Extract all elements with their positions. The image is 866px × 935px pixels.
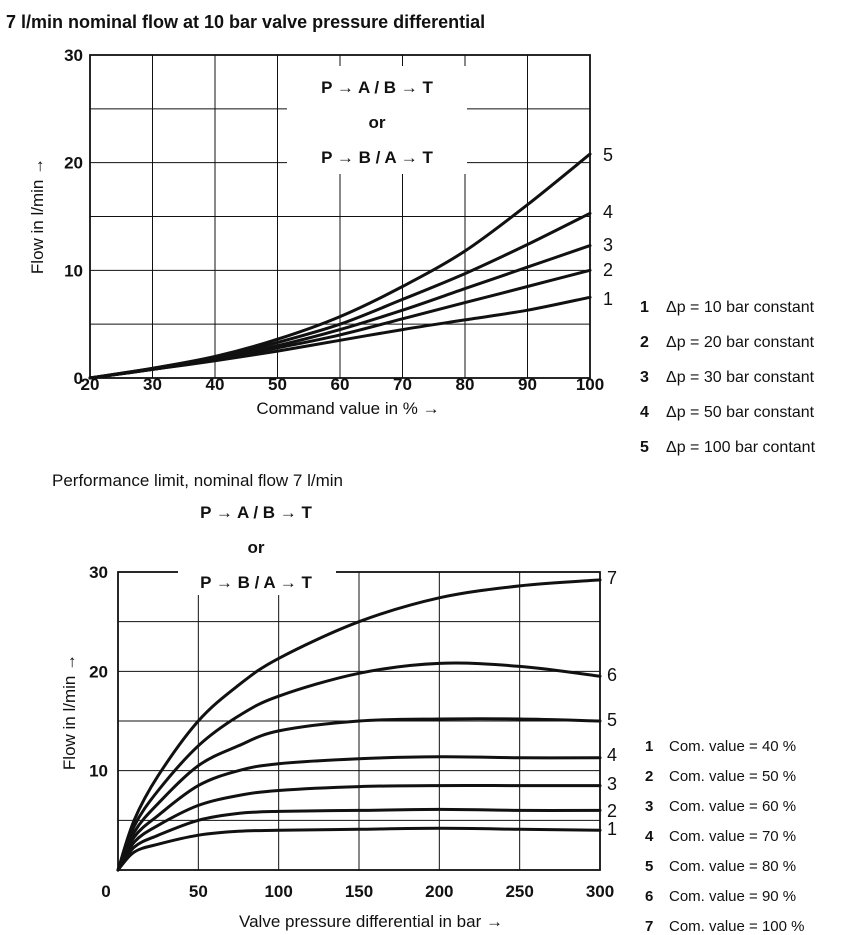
chart2-title: Performance limit, nominal flow 7 l/min bbox=[52, 471, 343, 490]
chart1-legend-item-2-label: Δp = 20 bar constant bbox=[666, 334, 815, 351]
chart2-series-6-end-label: 6 bbox=[607, 665, 617, 685]
chart2-series-1-line bbox=[116, 826, 602, 872]
chart2-legend-item-5-number: 5 bbox=[645, 858, 653, 875]
chart2-y-tick-label: 10 bbox=[89, 762, 108, 781]
chart2-x-tick-label: 0 bbox=[101, 882, 110, 901]
chart2-legend: 1 Com. value = 40 % 2 Com. value = 50 % 3 Com… bbox=[645, 738, 805, 935]
chart1-title: 7 l/min nominal flow at 10 bar valve pre… bbox=[6, 12, 485, 32]
chart2-series-4-line bbox=[116, 755, 602, 872]
chart2-series-6-line bbox=[116, 661, 602, 872]
chart1-series-5-end-label: 5 bbox=[603, 145, 613, 165]
chart2-annotation-line3: P → B / A → T bbox=[200, 573, 312, 592]
chart2-legend-item-3-number: 3 bbox=[645, 798, 653, 815]
chart2-legend-item-6-label: Com. value = 90 % bbox=[669, 888, 796, 905]
chart2-series-4-end-label: 4 bbox=[607, 745, 617, 765]
chart1-annotation-line3: P → B / A → T bbox=[321, 148, 433, 167]
chart1-series-lines bbox=[88, 152, 592, 380]
chart1-x-tick-label: 30 bbox=[143, 375, 162, 394]
chart1-legend-item-4-label: Δp = 50 bar constant bbox=[666, 404, 815, 421]
chart1-x-axis-label: Command value in % → bbox=[256, 399, 439, 418]
chart1-legend-item-5-label: Δp = 100 bar contant bbox=[666, 439, 816, 456]
chart1-series-3-end-label: 3 bbox=[603, 235, 613, 255]
chart2-y-tick-labels: 10 20 30 bbox=[89, 563, 108, 781]
chart1-plot-frame bbox=[89, 54, 591, 379]
chart2-legend-item-2-label: Com. value = 50 % bbox=[669, 768, 796, 785]
chart2-y-tick-label: 30 bbox=[89, 563, 108, 582]
chart1-x-tick-label: 40 bbox=[206, 375, 225, 394]
chart2-legend-item-1-number: 1 bbox=[645, 738, 653, 755]
chart1-legend-item-1-label: Δp = 10 bar constant bbox=[666, 299, 815, 316]
chart2-legend-item-4-label: Com. value = 70 % bbox=[669, 828, 796, 845]
chart2-x-tick-label: 300 bbox=[586, 882, 614, 901]
chart2-x-tick-label: 200 bbox=[425, 882, 453, 901]
chart2-legend-item-4-number: 4 bbox=[645, 828, 654, 845]
chart1-x-tick-label: 50 bbox=[268, 375, 287, 394]
chart1-legend-item-3-label: Δp = 30 bar constant bbox=[666, 369, 815, 386]
chart1-x-tick-label: 90 bbox=[518, 375, 537, 394]
chart1-x-tick-label: 60 bbox=[331, 375, 350, 394]
chart1-x-tick-label: 20 bbox=[81, 375, 100, 394]
chart1-legend-item-2-number: 2 bbox=[640, 334, 649, 351]
chart1-series-5-line bbox=[88, 152, 592, 380]
chart1-x-tick-label: 100 bbox=[576, 375, 604, 394]
chart2-series-5-end-label: 5 bbox=[607, 710, 617, 730]
chart2-series-1-end-label: 1 bbox=[607, 819, 617, 839]
chart1-legend: 1 Δp = 10 bar constant 2 Δp = 20 bar consta… bbox=[640, 299, 816, 456]
chart2-annotation-line2: or bbox=[248, 538, 265, 557]
chart2-series-3-end-label: 3 bbox=[607, 774, 617, 794]
chart1-legend-item-1-number: 1 bbox=[640, 299, 649, 316]
chart2-legend-item-2-number: 2 bbox=[645, 768, 653, 785]
chart1-series-1-end-label: 1 bbox=[603, 289, 613, 309]
chart1-annotation-line2: or bbox=[369, 113, 386, 132]
chart2-series-end-labels: 12 3 4 5 6 7 bbox=[607, 568, 617, 839]
chart1-y-axis-label: Flow in l/min → bbox=[28, 158, 47, 274]
chart2-legend-item-7-label: Com. value = 100 % bbox=[669, 918, 805, 935]
chart2-x-tick-label: 100 bbox=[264, 882, 292, 901]
chart1-y-tick-label: 20 bbox=[64, 154, 83, 173]
chart1-series-4-end-label: 4 bbox=[603, 202, 613, 222]
chart1-x-tick-label: 70 bbox=[393, 375, 412, 394]
chart1-legend-item-5-number: 5 bbox=[640, 439, 649, 456]
chart1-y-tick-label: 0 bbox=[74, 369, 83, 388]
chart1-x-tick-labels: 20 30 40 50 60 70 80 90 100 bbox=[81, 375, 605, 394]
chart2-legend-item-6-number: 6 bbox=[645, 888, 653, 905]
chart2-x-tick-label: 250 bbox=[505, 882, 533, 901]
chart2-series-7-line bbox=[116, 578, 602, 872]
chart2-annotation-box bbox=[178, 565, 336, 595]
chart2-legend-item-7-number: 7 bbox=[645, 918, 653, 935]
chart2-y-tick-label: 20 bbox=[89, 662, 108, 681]
chart2-legend-item-1-label: Com. value = 40 % bbox=[669, 738, 796, 755]
chart2-x-axis-label: Valve pressure differential in bar → bbox=[239, 912, 503, 931]
chart1-x-tick-label: 80 bbox=[456, 375, 475, 394]
chart1-series-2-end-label: 2 bbox=[603, 260, 613, 280]
chart1-legend-item-4-number: 4 bbox=[640, 404, 649, 421]
chart2-series-7-end-label: 7 bbox=[607, 568, 617, 588]
chart1-y-tick-labels: 0 10 20 30 bbox=[64, 46, 83, 388]
chart2-series-2-line bbox=[116, 807, 602, 872]
chart2-annotation-line1: P → A / B → T bbox=[200, 503, 312, 522]
chart1-legend-item-3-number: 3 bbox=[640, 369, 649, 386]
chart2-series-lines bbox=[116, 578, 602, 872]
chart2-series-3-line bbox=[116, 784, 602, 872]
chart2-x-tick-label: 50 bbox=[189, 882, 208, 901]
chart2-series-5-line bbox=[116, 717, 602, 872]
chart2-y-axis-label: Flow in l/min → bbox=[60, 654, 79, 770]
chart1-y-tick-label: 10 bbox=[64, 261, 83, 280]
chart1-annotation-box bbox=[287, 66, 467, 174]
chart2-legend-item-3-label: Com. value = 60 % bbox=[669, 798, 796, 815]
chart2-legend-item-5-label: Com. value = 80 % bbox=[669, 858, 796, 875]
chart2-series-2-end-label: 2 bbox=[607, 801, 617, 821]
chart1-series-end-labels: 1 2 3 4 5 bbox=[603, 145, 613, 309]
chart1-y-tick-label: 30 bbox=[64, 46, 83, 65]
chart2-x-tick-labels: 0 50 100 150 200 250 300 bbox=[101, 882, 614, 901]
chart2-x-tick-label: 150 bbox=[345, 882, 373, 901]
chart1-annotation-line1: P → A / B → T bbox=[321, 78, 433, 97]
